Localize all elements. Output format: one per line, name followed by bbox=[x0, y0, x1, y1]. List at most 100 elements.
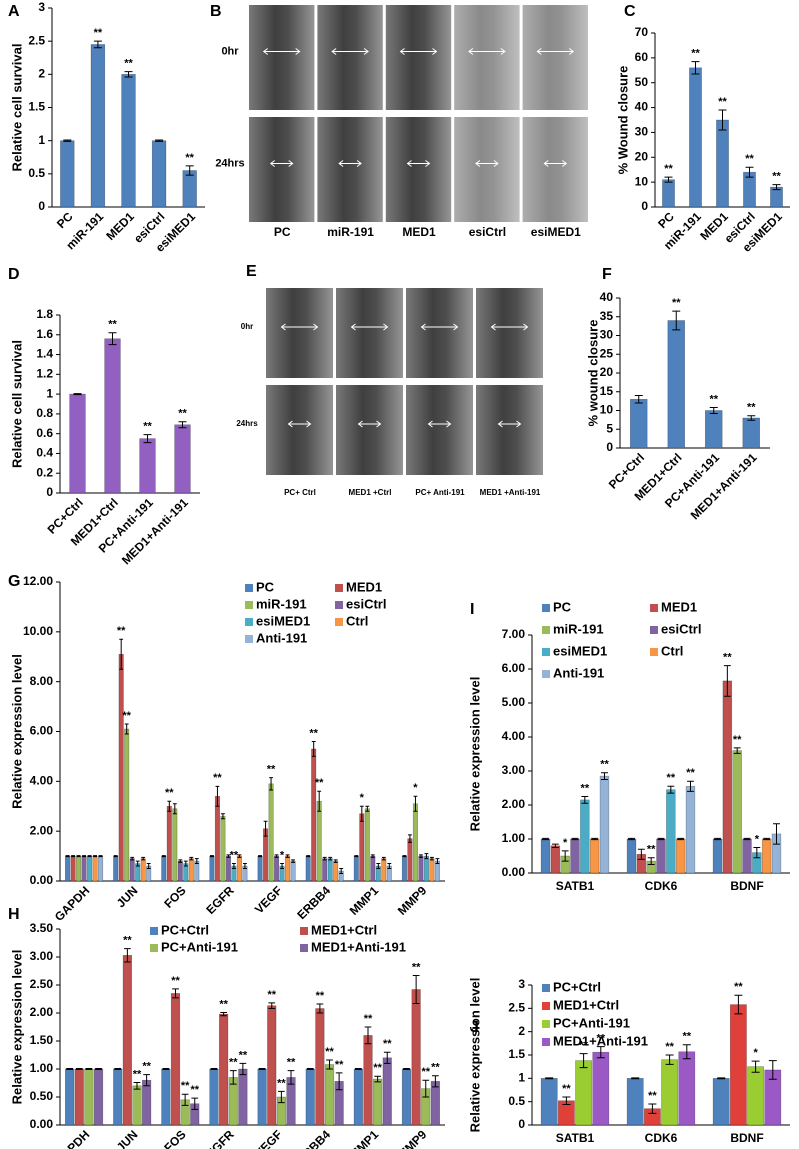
significance: ** bbox=[171, 975, 180, 987]
error-bar bbox=[258, 1067, 266, 1071]
bar bbox=[214, 795, 220, 882]
error-bar bbox=[763, 837, 771, 841]
y-tick-label: 2.00 bbox=[30, 823, 54, 837]
significance: ** bbox=[315, 777, 324, 789]
y-tick-label: 1.8 bbox=[36, 307, 53, 321]
y-tick-label: 1.00 bbox=[30, 1061, 54, 1075]
error-bar bbox=[403, 1067, 410, 1071]
error-bar bbox=[278, 1090, 285, 1104]
error-bar bbox=[108, 332, 117, 346]
error-bar bbox=[285, 854, 290, 858]
y-tick-label: 0.00 bbox=[30, 1117, 54, 1131]
error-bar bbox=[326, 1059, 333, 1070]
y-tick-label: 40 bbox=[635, 100, 649, 114]
x-tick-label: CDK6 bbox=[645, 1131, 678, 1145]
error-bar bbox=[316, 1003, 324, 1014]
x-tick-label: SATB1 bbox=[556, 879, 595, 893]
error-bar bbox=[220, 1011, 227, 1017]
error-bar bbox=[551, 843, 559, 848]
column-label: PC+ Anti-191 bbox=[415, 488, 465, 497]
y-tick-label: 1 bbox=[38, 133, 45, 147]
legend-label: PC+Anti-191 bbox=[161, 939, 238, 954]
y-tick-label: 35 bbox=[600, 309, 614, 323]
legend-label: MED1+Anti-191 bbox=[553, 1033, 648, 1048]
panel-label: F bbox=[602, 266, 612, 283]
y-tick-label: 3.50 bbox=[30, 921, 54, 935]
x-tick-label: PC bbox=[54, 209, 76, 231]
error-bar bbox=[167, 800, 172, 812]
legend-swatch bbox=[542, 604, 550, 612]
x-tick-label: ERBB4 bbox=[294, 1127, 333, 1149]
y-tick-label: 5.00 bbox=[502, 695, 526, 709]
significance: ** bbox=[745, 153, 754, 165]
error-bar bbox=[66, 1067, 73, 1071]
error-bar bbox=[647, 857, 655, 865]
error-bar bbox=[672, 310, 681, 331]
column-label: miR-191 bbox=[327, 225, 374, 239]
significance: ** bbox=[122, 710, 131, 722]
error-bar bbox=[581, 796, 589, 804]
y-axis-label: Relative expression level bbox=[9, 654, 24, 809]
error-bar bbox=[93, 40, 102, 49]
bar bbox=[118, 653, 124, 882]
micrograph bbox=[385, 117, 452, 222]
bar bbox=[423, 855, 429, 882]
error-bar bbox=[628, 837, 635, 841]
significance: ** bbox=[686, 767, 695, 779]
error-bar bbox=[435, 858, 440, 865]
error-bar bbox=[328, 856, 333, 861]
bar bbox=[626, 838, 637, 874]
y-tick-label: 2 bbox=[38, 67, 45, 81]
error-bar bbox=[113, 855, 118, 858]
significance: ** bbox=[287, 1057, 296, 1069]
significance: ** bbox=[667, 772, 676, 784]
legend-label: Anti-191 bbox=[256, 630, 307, 645]
error-bar bbox=[751, 1060, 760, 1073]
error-bar bbox=[634, 395, 643, 404]
bar bbox=[570, 838, 580, 874]
error-bar bbox=[280, 863, 284, 870]
bar bbox=[268, 783, 274, 882]
error-bar bbox=[85, 1067, 93, 1071]
row-label: 0hr bbox=[241, 322, 253, 331]
bar bbox=[324, 1064, 335, 1126]
y-tick-label: 20 bbox=[600, 365, 614, 379]
bar bbox=[172, 808, 178, 882]
bar bbox=[257, 855, 263, 882]
wound-arrow bbox=[399, 48, 438, 55]
significance: ** bbox=[383, 1038, 392, 1050]
bar bbox=[689, 67, 702, 208]
bar bbox=[104, 338, 121, 494]
error-bar bbox=[376, 863, 381, 870]
bar bbox=[678, 1051, 696, 1126]
error-bar bbox=[229, 1070, 237, 1085]
legend-label: PC+Ctrl bbox=[161, 922, 209, 937]
error-bar bbox=[226, 854, 231, 858]
error-bar bbox=[75, 1067, 83, 1071]
panel-label: D bbox=[8, 266, 20, 283]
bar bbox=[113, 855, 119, 882]
bar bbox=[370, 855, 376, 882]
x-tick-label: MMP9 bbox=[395, 883, 430, 918]
bar bbox=[98, 855, 104, 882]
error-bar bbox=[772, 184, 781, 191]
error-bar bbox=[591, 837, 599, 841]
x-tick-label: MMP1 bbox=[347, 1127, 382, 1149]
significance: * bbox=[360, 792, 365, 804]
bar bbox=[70, 855, 76, 882]
x-tick-label: BDNF bbox=[730, 879, 763, 893]
significance: ** bbox=[133, 1068, 142, 1080]
x-tick-label: EGFR bbox=[203, 883, 237, 917]
wound-arrow bbox=[350, 323, 389, 331]
micrograph bbox=[249, 117, 315, 222]
x-tick-label: VEGF bbox=[252, 1127, 285, 1149]
x-tick-label: CDK6 bbox=[645, 879, 678, 893]
error-bar bbox=[263, 820, 268, 837]
error-bar bbox=[424, 853, 429, 860]
bar bbox=[236, 855, 242, 882]
y-tick-label: 25 bbox=[600, 346, 614, 360]
error-bar bbox=[733, 747, 741, 754]
y-tick-label: 1.5 bbox=[28, 100, 45, 114]
error-bar bbox=[124, 948, 131, 963]
bar bbox=[81, 855, 87, 882]
